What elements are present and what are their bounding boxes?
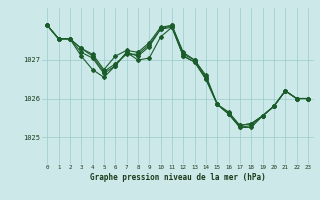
X-axis label: Graphe pression niveau de la mer (hPa): Graphe pression niveau de la mer (hPa) bbox=[90, 173, 266, 182]
